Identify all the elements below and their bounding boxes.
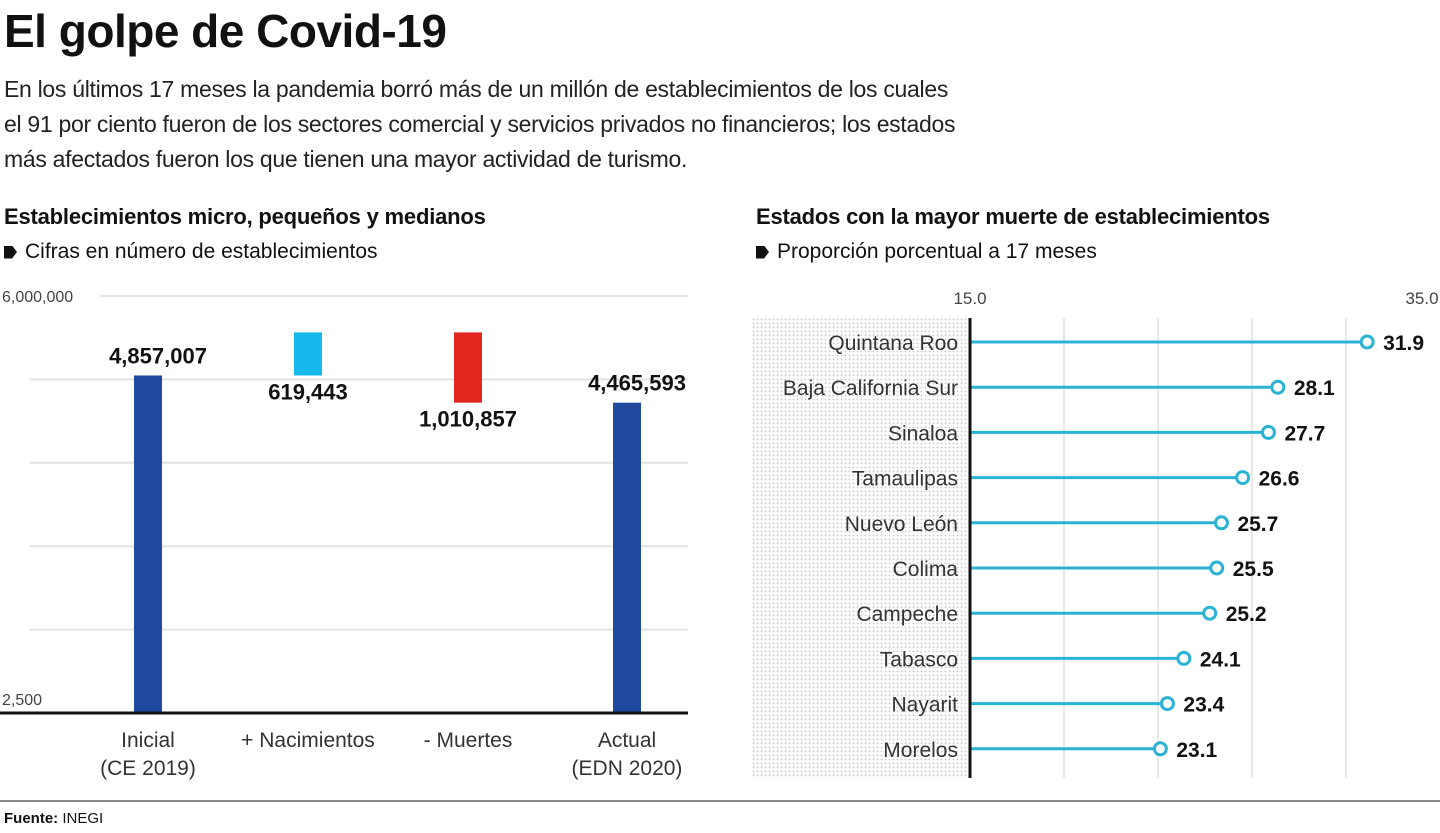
x-tick-label: + Nacimientos (241, 729, 375, 752)
data-label: 23.1 (1176, 739, 1217, 762)
category-label: Colima (893, 558, 959, 581)
right-chart-subtitle-text: Proporción porcentual a 17 meses (777, 240, 1097, 263)
data-label: 23.4 (1183, 694, 1224, 717)
x-tick-label: (EDN 2020) (572, 757, 683, 780)
x-tick-label: - Muertes (424, 729, 513, 752)
lollipop-dot (1152, 741, 1168, 757)
category-label: Nayarit (891, 694, 958, 717)
left-chart-title: Establecimientos micro, pequeños y media… (4, 204, 486, 229)
x-tick-label: 15.0 (953, 289, 986, 308)
left-chart-subtitle: Cifras en número de establecimientos (4, 240, 378, 264)
data-label: 25.2 (1226, 603, 1267, 626)
lollipop-dot (1213, 515, 1229, 531)
x-tick-label: (CE 2019) (100, 757, 196, 780)
bar-increase (294, 332, 322, 376)
category-label: Campeche (856, 603, 958, 626)
data-label: 27.7 (1284, 422, 1325, 445)
bar-decrease (454, 332, 482, 403)
category-label: Morelos (883, 739, 958, 762)
category-label: Tamaulipas (852, 468, 958, 491)
category-label: Sinaloa (888, 422, 958, 445)
lollipop-dot (1270, 379, 1286, 395)
lollipop-dot (1260, 424, 1276, 440)
lollipop-dot (1235, 470, 1251, 486)
category-label: Baja California Sur (783, 377, 958, 400)
source-note: Fuente: INEGI (4, 810, 103, 827)
intro-text: En los últimos 17 meses la pandemia borr… (4, 72, 1204, 177)
data-label: 26.6 (1259, 468, 1300, 491)
bar-total (134, 375, 162, 713)
y-tick-label: 6,000,000 (2, 289, 73, 306)
lollipop-dot (1209, 560, 1225, 576)
left-chart-subtitle-text: Cifras en número de establecimientos (25, 240, 378, 263)
x-tick-label: Actual (598, 729, 656, 752)
x-tick-label: Inicial (121, 729, 175, 752)
data-label: 24.1 (1200, 648, 1241, 671)
right-chart-title: Estados con la mayor muerte de estableci… (756, 204, 1270, 229)
data-label: 1,010,857 (419, 407, 517, 432)
page-title: El golpe de Covid-19 (4, 5, 447, 57)
lollipop-dot (1176, 650, 1192, 666)
waterfall-chart: 6,000,000 2,500 4,857,007 Inicial (CE 2019) 6… (0, 289, 688, 780)
category-label: Quintana Roo (828, 332, 958, 355)
bullet-marker-icon (4, 245, 17, 259)
y-tick-label: 2,500 (2, 692, 42, 709)
lollipop-dot (1159, 696, 1175, 712)
data-label: 4,465,593 (588, 371, 686, 396)
lollipop-chart: 15.0 35.0 Quintana Roo 31.9 Baja California … (752, 289, 1439, 778)
data-label: 4,857,007 (109, 343, 207, 368)
label-panel-background (752, 318, 968, 778)
lollipop-dot (1202, 605, 1218, 621)
source-label: Fuente: (4, 810, 59, 827)
data-label: 619,443 (268, 379, 348, 404)
intro-line: más afectados fueron los que tienen una … (4, 146, 688, 172)
bar-total (613, 402, 641, 713)
category-label: Nuevo León (845, 513, 958, 536)
x-tick-label: 35.0 (1405, 289, 1438, 308)
category-label: Tabasco (880, 648, 958, 671)
right-chart-subtitle: Proporción porcentual a 17 meses (756, 240, 1097, 264)
data-label: 28.1 (1294, 377, 1335, 400)
lollipop-dot (1359, 334, 1375, 350)
footer-divider (0, 800, 1440, 802)
data-label: 25.7 (1237, 513, 1278, 536)
intro-line: En los últimos 17 meses la pandemia borr… (4, 76, 949, 102)
data-label: 31.9 (1383, 332, 1424, 355)
intro-line: el 91 por ciento fueron de los sectores … (4, 111, 956, 137)
data-label: 25.5 (1233, 558, 1274, 581)
source-value: INEGI (62, 810, 104, 827)
bullet-marker-icon (756, 245, 769, 259)
